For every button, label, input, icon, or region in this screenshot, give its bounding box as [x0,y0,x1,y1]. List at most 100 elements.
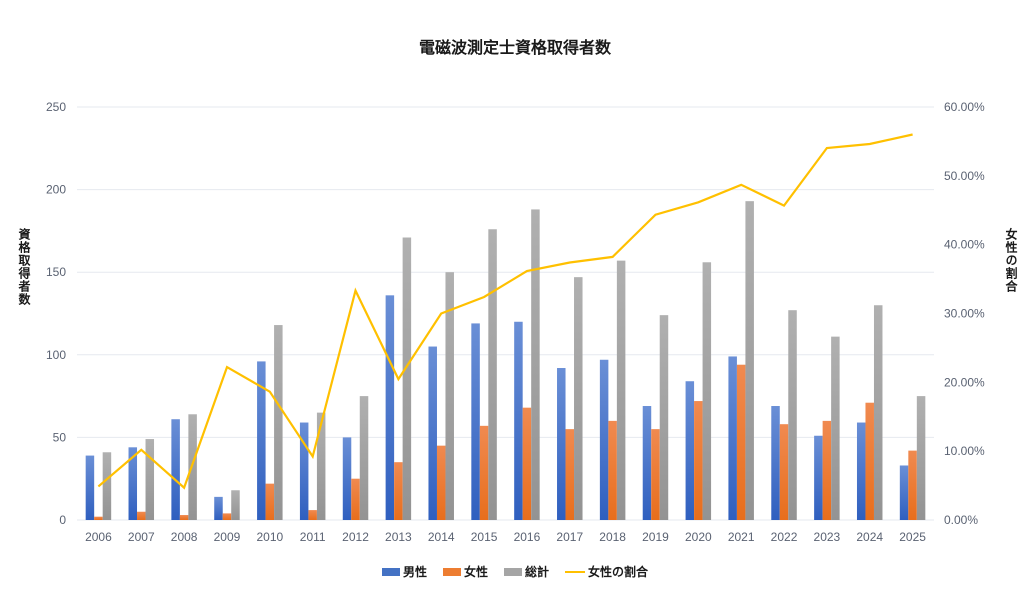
y2-tick-label: 60.00% [944,100,985,114]
y-tick-label: 0 [59,513,66,527]
legend-item-total: 総計 [504,563,549,580]
bar-female [908,450,917,520]
bar-male [171,419,180,520]
bar-total [873,305,883,520]
bar-female [351,478,360,520]
y2-tick-label: 20.00% [944,375,985,389]
x-tick-label: 2017 [556,530,583,544]
y-axis-label-right: 女性の割合 [1004,228,1018,293]
bar-total [445,272,454,520]
y2-tick-label: 0.00% [944,513,978,527]
legend-label-female: 女性 [463,565,488,579]
bar-female [779,424,789,520]
bar-total [359,396,369,520]
y-axis-label-left: 資格取得者数 [17,228,31,306]
bar-male [299,422,309,520]
y-tick-label: 100 [46,348,66,362]
bar-male [771,406,780,520]
legend: 男性 女性 総計 女性の割合 [0,563,1030,580]
x-tick-label: 2019 [642,530,669,544]
gridlines [77,106,934,521]
bar-total [574,277,583,520]
bar-total [788,310,797,520]
y2-tick-label: 40.00% [944,238,985,252]
x-tick-label: 2006 [85,530,112,544]
y-axis-ticks: 0 50 100 150 200 250 [46,100,66,527]
bar-total [616,260,626,520]
bar-total [745,201,754,520]
bar-total [274,325,283,520]
x-tick-label: 2015 [471,530,498,544]
x-tick-label: 2007 [128,530,155,544]
y2-tick-label: 10.00% [944,444,985,458]
bar-female [179,515,189,520]
bar-female [394,462,403,520]
bar-female [565,429,575,520]
x-tick-label: 2018 [599,530,626,544]
ratio-line-path [97,133,913,490]
legend-item-ratio: 女性の割合 [565,563,648,580]
bar-female [137,511,146,520]
legend-label-male: 男性 [402,565,427,579]
bar-female [522,407,532,520]
legend-label-ratio: 女性の割合 [588,565,649,579]
bar-male [214,496,223,520]
bars [85,201,926,521]
legend-label-total: 総計 [525,565,550,579]
legend-swatch-male [381,567,400,576]
bar-male [385,295,395,520]
bar-total [145,439,155,520]
bar-female [736,364,746,520]
bar-female [308,510,317,520]
bar-male [728,356,737,520]
bar-male [428,346,437,520]
bar-male [856,422,866,520]
legend-swatch-female [442,567,461,576]
y-tick-label: 150 [46,265,66,279]
x-tick-label: 2010 [256,530,283,544]
x-tick-label: 2012 [342,530,369,544]
bar-total [402,237,412,520]
x-tick-label: 2020 [685,530,712,544]
x-tick-label: 2014 [428,530,455,544]
bar-male [514,321,523,520]
y-tick-label: 50 [53,430,67,444]
bar-female [94,516,103,520]
bar-male [342,437,352,520]
bar-total [916,396,926,520]
legend-item-male: 男性 [381,563,427,580]
bar-male [899,465,909,520]
bar-total [659,315,669,520]
x-tick-label: 2008 [171,530,198,544]
x-tick-label: 2021 [728,530,755,544]
bar-female [694,401,703,520]
x-tick-label: 2023 [814,530,841,544]
legend-swatch-ratio [565,570,586,573]
y-tick-label: 250 [46,100,66,114]
bar-male [642,406,652,520]
x-tick-label: 2024 [856,530,883,544]
legend-item-female: 女性 [442,563,488,580]
bar-female [822,420,832,520]
bar-female [479,425,489,520]
x-tick-label: 2011 [300,530,326,544]
x-tick-label: 2013 [385,530,412,544]
bar-female [265,483,275,520]
bar-total [316,412,326,520]
bar-female [436,445,446,520]
bar-total [188,414,197,520]
bar-male [257,361,266,520]
y2-tick-label: 50.00% [944,169,985,183]
bar-male [599,359,609,520]
bar-male [685,381,695,520]
y2-axis-ticks: 0.00% 10.00% 20.00% 30.00% 40.00% 50.00% 60.00… [944,100,985,527]
bar-total [702,262,712,520]
bar-female [222,513,232,520]
bar-total [488,229,497,521]
bar-female [608,420,617,520]
x-axis-ticks: 2006 2007 2008 2009 2010 2011 2012 2013 2014 2015… [85,530,926,544]
chart-title: 電磁波測定士資格取得者数 [418,38,611,57]
legend-swatch-total [504,567,522,576]
bar-female [651,429,660,520]
